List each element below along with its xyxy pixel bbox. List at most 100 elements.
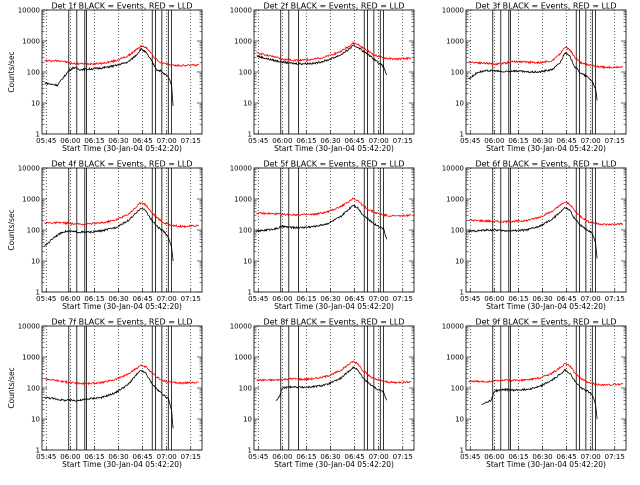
y-tick-label: 1000 bbox=[22, 354, 40, 362]
x-tick-label: 06:30 bbox=[532, 295, 552, 303]
x-tick-label: 07:15 bbox=[393, 295, 413, 303]
y-tick-label: 10000 bbox=[442, 7, 464, 15]
x-tick-label: 06:00 bbox=[484, 295, 504, 303]
y-tick-label: 1 bbox=[460, 289, 464, 297]
panel-6: Det 6f BLACK = Events, RED = LLD 05:45 06:… bbox=[442, 160, 627, 311]
x-tick-label: 07:00 bbox=[157, 137, 177, 145]
x-tick-label: 07:15 bbox=[605, 137, 625, 145]
y-tick-label: 10000 bbox=[230, 323, 252, 331]
x-tick-label: 07:00 bbox=[581, 137, 601, 145]
x-tick-label: 06:15 bbox=[508, 137, 528, 145]
y-tick-label: 1000 bbox=[234, 196, 252, 204]
lld-series-line bbox=[44, 44, 200, 68]
y-axis-label: Counts/sec bbox=[7, 209, 16, 250]
x-tick-label: 06:30 bbox=[320, 295, 340, 303]
plot-frame bbox=[41, 167, 203, 293]
y-tick-label: 1 bbox=[248, 131, 252, 139]
y-tick-label: 10 bbox=[243, 416, 252, 424]
panel-title: Det 2f BLACK = Events, RED = LLD bbox=[263, 2, 404, 11]
panel-title: Det 9f BLACK = Events, RED = LLD bbox=[475, 318, 616, 327]
events-series-line bbox=[468, 51, 598, 101]
x-tick-label: 05:45 bbox=[460, 453, 480, 461]
y-tick-label: 10000 bbox=[230, 165, 252, 173]
y-tick-label: 1000 bbox=[234, 354, 252, 362]
x-tick-label: 06:45 bbox=[557, 453, 577, 461]
y-tick-label: 10000 bbox=[442, 323, 464, 331]
plot-frame bbox=[465, 9, 627, 135]
x-tick-label: 07:00 bbox=[369, 137, 389, 145]
x-tick-label: 06:00 bbox=[272, 295, 292, 303]
events-series-line bbox=[468, 206, 598, 259]
y-tick-label: 100 bbox=[239, 69, 252, 77]
events-series-line bbox=[44, 47, 174, 107]
panel-7: Det 7f BLACK = Events, RED = LLD 05:45 06:… bbox=[7, 318, 203, 469]
x-axis-label: Start Time (30-Jan-04 05:42:20) bbox=[486, 460, 606, 469]
y-tick-label: 1 bbox=[248, 289, 252, 297]
events-series-line bbox=[256, 44, 388, 76]
x-axis-label: Start Time (30-Jan-04 05:42:20) bbox=[62, 460, 182, 469]
x-tick-label: 05:45 bbox=[248, 295, 268, 303]
x-axis-label: Start Time (30-Jan-04 05:42:20) bbox=[486, 144, 606, 153]
panel-title: Det 4f BLACK = Events, RED = LLD bbox=[51, 160, 192, 169]
y-axis-label: Counts/sec bbox=[7, 367, 16, 408]
y-tick-label: 10000 bbox=[442, 165, 464, 173]
x-tick-label: 07:15 bbox=[393, 137, 413, 145]
events-series-line bbox=[256, 204, 388, 240]
y-tick-label: 10 bbox=[455, 100, 464, 108]
x-tick-label: 07:00 bbox=[369, 453, 389, 461]
x-tick-label: 06:45 bbox=[345, 295, 365, 303]
x-axis-label: Start Time (30-Jan-04 05:42:20) bbox=[62, 302, 182, 311]
x-tick-label: 07:15 bbox=[605, 295, 625, 303]
y-tick-label: 100 bbox=[451, 385, 464, 393]
x-axis-label: Start Time (30-Jan-04 05:42:20) bbox=[274, 144, 394, 153]
y-tick-label: 1 bbox=[248, 447, 252, 455]
x-tick-label: 06:15 bbox=[84, 453, 104, 461]
panel-8: Det 8f BLACK = Events, RED = LLD 05:45 06:… bbox=[230, 318, 415, 469]
plot-frame bbox=[253, 167, 415, 293]
y-tick-label: 1000 bbox=[446, 354, 464, 362]
y-tick-label: 10 bbox=[31, 100, 40, 108]
y-tick-label: 10000 bbox=[18, 323, 40, 331]
x-tick-label: 05:45 bbox=[36, 453, 56, 461]
panel-title: Det 7f BLACK = Events, RED = LLD bbox=[51, 318, 192, 327]
x-tick-label: 07:15 bbox=[181, 295, 201, 303]
y-tick-label: 1 bbox=[460, 131, 464, 139]
y-tick-label: 1000 bbox=[22, 196, 40, 204]
x-tick-label: 06:15 bbox=[84, 137, 104, 145]
x-tick-label: 07:00 bbox=[369, 295, 389, 303]
x-tick-label: 06:00 bbox=[484, 453, 504, 461]
x-tick-label: 06:00 bbox=[272, 453, 292, 461]
y-tick-label: 1000 bbox=[446, 196, 464, 204]
panel-9: Det 9f BLACK = Events, RED = LLD 05:45 06:… bbox=[442, 318, 627, 469]
x-tick-label: 07:15 bbox=[181, 137, 201, 145]
x-tick-label: 05:45 bbox=[460, 137, 480, 145]
panel-3: Det 3f BLACK = Events, RED = LLD 05:45 06:… bbox=[442, 2, 627, 153]
y-tick-label: 100 bbox=[239, 227, 252, 235]
y-tick-label: 1000 bbox=[446, 38, 464, 46]
x-tick-label: 06:45 bbox=[345, 137, 365, 145]
x-tick-label: 05:45 bbox=[248, 137, 268, 145]
lld-series-line bbox=[44, 364, 199, 386]
x-tick-label: 07:00 bbox=[157, 295, 177, 303]
x-tick-label: 06:15 bbox=[296, 295, 316, 303]
y-tick-label: 100 bbox=[27, 385, 40, 393]
plot-frame bbox=[253, 9, 415, 135]
x-tick-label: 06:00 bbox=[60, 137, 80, 145]
x-tick-label: 05:45 bbox=[248, 453, 268, 461]
y-tick-label: 1000 bbox=[234, 38, 252, 46]
x-tick-label: 06:45 bbox=[557, 295, 577, 303]
x-tick-label: 07:15 bbox=[605, 453, 625, 461]
lld-series-line bbox=[44, 202, 199, 229]
y-tick-label: 1000 bbox=[22, 38, 40, 46]
lld-series-line bbox=[256, 360, 412, 384]
events-series-line bbox=[481, 368, 598, 420]
x-tick-label: 06:15 bbox=[84, 295, 104, 303]
x-axis-label: Start Time (30-Jan-04 05:42:20) bbox=[62, 144, 182, 153]
x-tick-label: 06:30 bbox=[108, 453, 128, 461]
events-series-line bbox=[44, 208, 174, 262]
y-tick-label: 100 bbox=[27, 69, 40, 77]
x-tick-label: 06:15 bbox=[296, 453, 316, 461]
y-tick-label: 100 bbox=[451, 69, 464, 77]
y-tick-label: 10 bbox=[243, 258, 252, 266]
